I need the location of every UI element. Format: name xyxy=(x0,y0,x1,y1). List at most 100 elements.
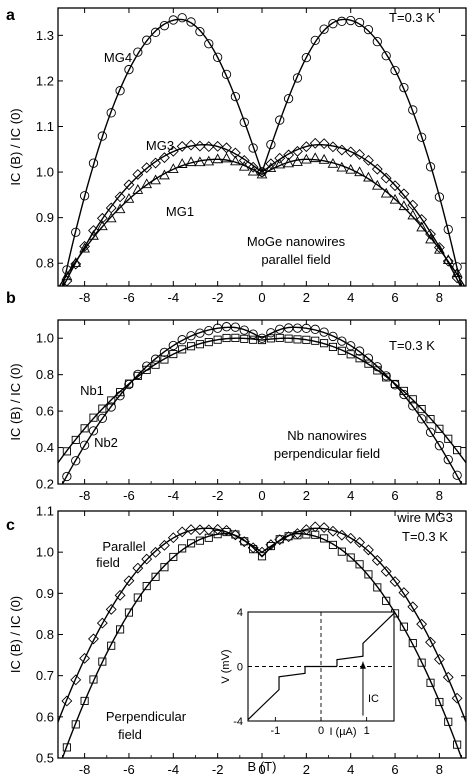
data-point xyxy=(399,389,409,400)
data-point xyxy=(426,415,435,424)
data-point xyxy=(266,328,276,338)
data-point xyxy=(451,267,463,278)
data-point xyxy=(123,179,135,191)
annotation-mg4: MG4 xyxy=(104,50,132,65)
data-point xyxy=(186,331,196,341)
data-point xyxy=(231,333,240,342)
data-point xyxy=(381,371,391,381)
data-point xyxy=(97,413,107,423)
data-point xyxy=(346,15,356,26)
fit-line xyxy=(61,532,463,758)
x-tick-label: 6 xyxy=(391,488,398,503)
data-point xyxy=(239,117,249,127)
data-point xyxy=(107,396,116,405)
data-point xyxy=(186,539,196,548)
panel-c: -8 -6 -4 -2 0 2 4 6 8 0.5 0.6 0.7 0.8 0.9 1.0 1.1 IC (B)… xyxy=(6,504,467,774)
data-point xyxy=(293,335,302,344)
data-point xyxy=(408,395,417,404)
data-point xyxy=(275,115,285,125)
data-point xyxy=(62,447,71,456)
data-point xyxy=(229,147,241,159)
data-point xyxy=(203,141,215,153)
data-point xyxy=(168,15,178,25)
inset-x-tick-label: -1 xyxy=(270,725,280,737)
series-parallel-field xyxy=(58,521,466,723)
inset: -1 0 1 -4 0 4 V (mV) I (µA) IC xyxy=(220,607,395,738)
data-point xyxy=(443,224,453,235)
data-point xyxy=(222,333,231,343)
data-point xyxy=(194,156,206,167)
y-tick-label: 1.2 xyxy=(36,73,54,88)
data-point xyxy=(88,158,99,168)
data-point xyxy=(382,596,391,605)
data-point xyxy=(345,532,357,544)
data-point xyxy=(345,163,357,174)
y-tick-label: 0.8 xyxy=(36,627,54,642)
x-tick-label: 6 xyxy=(391,762,398,774)
data-point xyxy=(195,536,204,545)
data-point xyxy=(221,322,232,332)
data-point xyxy=(239,325,249,335)
x-tick-label: 0 xyxy=(258,290,265,305)
data-point xyxy=(444,434,453,443)
x-tick-label: 8 xyxy=(436,290,443,305)
x-tick-label: 4 xyxy=(347,488,354,503)
data-point xyxy=(362,154,374,166)
panel-b: -8 -6 -4 -2 0 2 4 6 8 0.2 0.4 0.6 0.8 1.0 IC (B) / IC … xyxy=(6,290,467,503)
data-point xyxy=(416,214,428,225)
data-point xyxy=(176,140,188,152)
data-point xyxy=(159,169,170,180)
data-point xyxy=(249,335,258,344)
x-tick-label: -2 xyxy=(212,762,224,774)
data-point xyxy=(390,65,400,76)
data-point xyxy=(293,531,302,540)
annotation-perp2: field xyxy=(118,727,142,742)
data-point xyxy=(178,544,187,553)
data-point xyxy=(186,342,196,351)
data-point xyxy=(150,157,162,169)
data-point xyxy=(284,334,293,343)
data-point xyxy=(337,16,347,26)
data-point xyxy=(274,152,286,164)
data-point xyxy=(159,347,170,357)
data-point xyxy=(284,532,293,541)
x-tick-label: -6 xyxy=(123,290,135,305)
data-point xyxy=(371,554,383,566)
x-tick-label: 2 xyxy=(303,290,310,305)
y-axis-label: IC (B) / IC (0) xyxy=(8,108,23,185)
annotation-wire: wire MG3 xyxy=(396,510,453,525)
data-point xyxy=(249,545,258,554)
data-point xyxy=(151,572,160,581)
data-point xyxy=(71,435,80,444)
data-point xyxy=(70,258,82,270)
data-point xyxy=(434,441,445,451)
data-point xyxy=(106,402,116,412)
data-point xyxy=(79,242,90,253)
data-point xyxy=(114,191,126,203)
data-point xyxy=(88,225,99,236)
data-point xyxy=(337,346,346,355)
data-point xyxy=(132,169,144,180)
annotation-nb1: Nb1 xyxy=(80,383,104,398)
data-point xyxy=(292,323,303,333)
data-point xyxy=(213,530,222,539)
data-point xyxy=(363,353,374,363)
data-point xyxy=(355,560,364,569)
data-point xyxy=(230,155,241,166)
data-point xyxy=(96,212,108,224)
inset-y-tick-label: 0 xyxy=(237,662,243,674)
x-tick-label: 2 xyxy=(303,762,310,774)
data-point xyxy=(247,161,259,173)
data-point xyxy=(80,424,89,433)
data-point xyxy=(142,361,152,371)
data-point xyxy=(275,535,284,544)
inset-x-tick-label: 1 xyxy=(364,725,370,737)
data-point xyxy=(318,138,330,150)
data-point xyxy=(142,35,152,45)
data-point xyxy=(176,526,188,538)
data-point xyxy=(124,608,134,617)
x-tick-label: -8 xyxy=(79,290,91,305)
data-layer xyxy=(58,322,466,484)
data-point xyxy=(169,552,178,562)
data-point xyxy=(407,209,419,220)
